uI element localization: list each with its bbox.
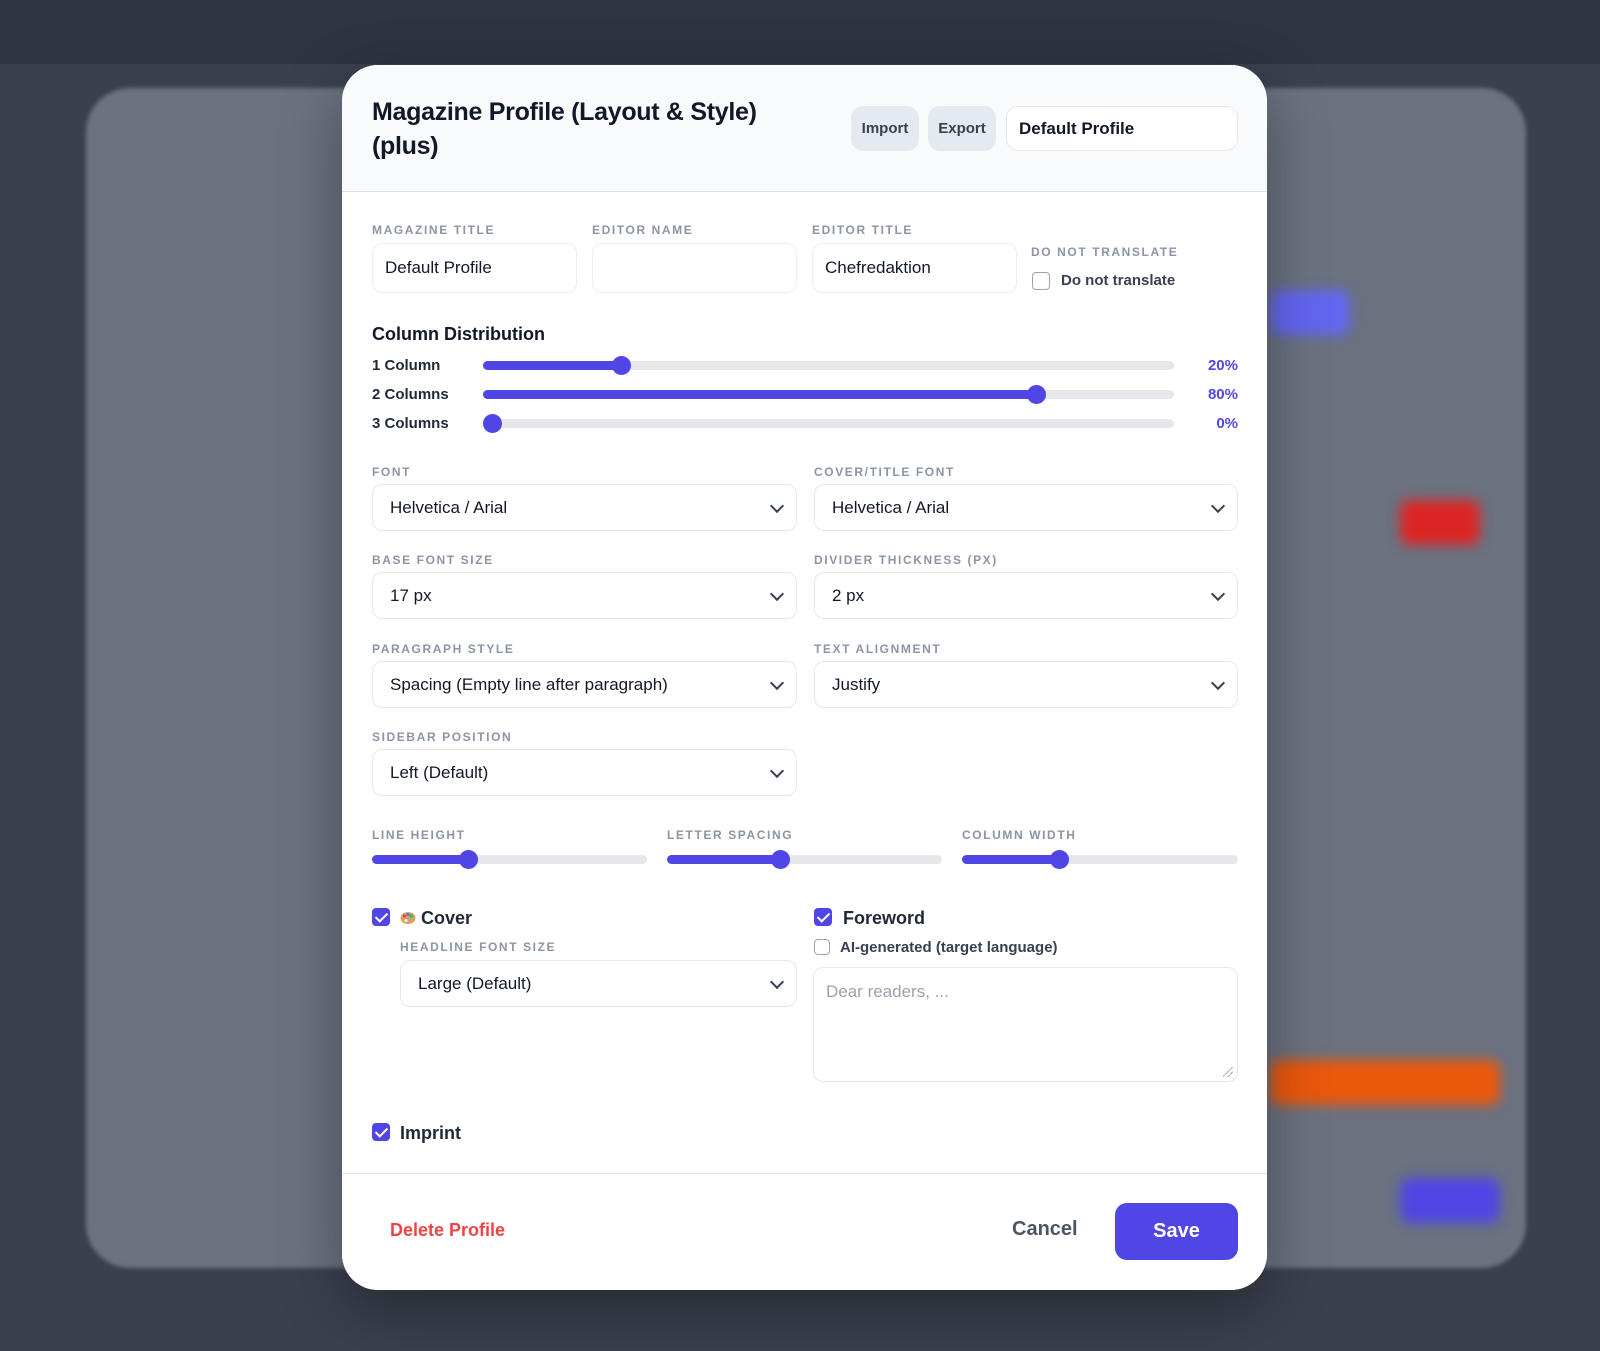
sidebar-position-select-value: Left (Default) xyxy=(390,762,489,782)
editor-title-value: Chefredaktion xyxy=(825,258,931,277)
chevron-down-icon xyxy=(1210,586,1226,601)
slider-handle[interactable] xyxy=(612,356,632,375)
paragraph-style-label: PARAGRAPH STYLE xyxy=(372,642,515,656)
base-font-size-label: BASE FONT SIZE xyxy=(372,553,494,567)
cover-checkbox[interactable] xyxy=(372,908,390,926)
delete-profile-button[interactable]: Delete Profile xyxy=(390,1220,506,1240)
slider-handle[interactable] xyxy=(459,850,479,869)
slider-fill xyxy=(667,855,780,864)
one-column-label: 1 Column xyxy=(372,357,441,374)
profile-select[interactable]: Default Profile xyxy=(1006,106,1238,151)
foreword-checkbox[interactable] xyxy=(814,908,832,926)
magazine-title-input[interactable]: Default Profile xyxy=(372,243,577,293)
magazine-title-value: Default Profile xyxy=(385,258,492,277)
import-button[interactable]: Import xyxy=(851,106,919,151)
one-column-slider[interactable] xyxy=(483,356,1174,375)
font-label: FONT xyxy=(372,465,412,479)
letter-spacing-slider[interactable] xyxy=(667,850,942,869)
foreword-label: Foreword xyxy=(843,908,926,928)
column-width-slider[interactable] xyxy=(962,850,1238,869)
background-blob xyxy=(1270,1060,1500,1105)
background-blob xyxy=(1400,500,1480,545)
foreword-placeholder: Dear readers, ... xyxy=(826,982,949,1001)
slider-fill xyxy=(372,855,469,864)
text-alignment-select[interactable]: Justify xyxy=(814,661,1238,708)
divider-thickness-select-value: 2 px xyxy=(832,585,865,605)
cancel-button[interactable]: Cancel xyxy=(1012,1218,1078,1240)
profile-select-value: Default Profile xyxy=(1019,118,1135,138)
line-height-slider[interactable] xyxy=(372,850,647,869)
letter-spacing-label: LETTER SPACING xyxy=(667,828,794,842)
ai-generated-label: AI-generated (target language) xyxy=(840,939,1058,956)
font-select[interactable]: Helvetica / Arial xyxy=(372,484,797,531)
sidebar-position-select[interactable]: Left (Default) xyxy=(372,749,797,796)
foreword-textarea[interactable]: Dear readers, ... xyxy=(813,967,1238,1082)
two-columns-label: 2 Columns xyxy=(372,386,449,403)
paragraph-style-select-value: Spacing (Empty line after paragraph) xyxy=(390,674,668,694)
chevron-down-icon xyxy=(769,586,785,601)
background-blob xyxy=(1270,290,1350,335)
editor-name-input[interactable] xyxy=(592,243,797,293)
save-button[interactable]: Save xyxy=(1115,1203,1238,1260)
background-topbar xyxy=(0,0,1600,64)
imprint-checkbox[interactable] xyxy=(372,1123,390,1141)
magazine-title-label: MAGAZINE TITLE xyxy=(372,223,496,237)
one-column-percent: 20% xyxy=(1207,357,1238,374)
base-font-size-select-value: 17 px xyxy=(390,585,432,605)
cover-font-select[interactable]: Helvetica / Arial xyxy=(814,484,1238,531)
resize-handle-icon[interactable] xyxy=(1223,1067,1233,1077)
three-columns-percent: 0% xyxy=(1216,415,1238,432)
background-blob xyxy=(1400,1178,1500,1223)
chevron-down-icon xyxy=(769,498,785,513)
headline-font-size-label: HEADLINE FONT SIZE xyxy=(400,940,557,954)
chevron-down-icon xyxy=(769,763,785,778)
cover-font-select-value: Helvetica / Arial xyxy=(832,497,950,517)
chevron-down-icon xyxy=(769,974,785,989)
divider-thickness-label: DIVIDER THICKNESS (PX) xyxy=(814,553,998,567)
text-alignment-select-value: Justify xyxy=(832,674,881,694)
palette-icon xyxy=(400,912,416,924)
three-columns-label: 3 Columns xyxy=(372,415,449,432)
ai-generated-checkbox[interactable] xyxy=(814,939,830,955)
chevron-down-icon xyxy=(1210,498,1226,513)
imprint-label: Imprint xyxy=(400,1123,461,1143)
column-distribution-title: Column Distribution xyxy=(372,324,545,344)
two-columns-percent: 80% xyxy=(1207,386,1238,403)
base-font-size-select[interactable]: 17 px xyxy=(372,572,797,619)
slider-fill xyxy=(962,855,1059,864)
headline-font-size-select-value: Large (Default) xyxy=(418,973,532,993)
slider-handle[interactable] xyxy=(1049,850,1069,869)
slider-handle[interactable] xyxy=(770,850,790,869)
slider-handle[interactable] xyxy=(1026,385,1046,404)
cover-label: Cover xyxy=(421,908,473,928)
two-columns-slider[interactable] xyxy=(483,385,1174,404)
dialog-title: Magazine Profile (Layout & Style) (plus) xyxy=(372,98,757,160)
magazine-profile-dialog: Magazine Profile (Layout & Style) (plus)… xyxy=(342,65,1267,1290)
divider-thickness-select[interactable]: 2 px xyxy=(814,572,1238,619)
editor-name-label: EDITOR NAME xyxy=(592,223,694,237)
cover-font-label: COVER/TITLE FONT xyxy=(814,465,955,479)
slider-fill xyxy=(483,361,622,370)
export-button[interactable]: Export xyxy=(928,106,996,151)
font-select-value: Helvetica / Arial xyxy=(390,497,508,517)
text-alignment-label: TEXT ALIGNMENT xyxy=(814,642,942,656)
chevron-down-icon xyxy=(1210,675,1226,690)
do-not-translate-checkbox-label: Do not translate xyxy=(1061,272,1176,289)
column-width-label: COLUMN WIDTH xyxy=(962,828,1077,842)
slider-handle[interactable] xyxy=(483,414,502,433)
dialog-footer: Delete Profile Cancel Save xyxy=(342,1173,1267,1290)
slider-fill xyxy=(483,390,1036,399)
headline-font-size-select[interactable]: Large (Default) xyxy=(400,960,797,1007)
chevron-down-icon xyxy=(769,675,785,690)
sidebar-position-label: SIDEBAR POSITION xyxy=(372,730,513,744)
editor-title-input[interactable]: Chefredaktion xyxy=(812,243,1017,293)
do-not-translate-checkbox[interactable] xyxy=(1032,272,1050,290)
paragraph-style-select[interactable]: Spacing (Empty line after paragraph) xyxy=(372,661,797,708)
dialog-header: Magazine Profile (Layout & Style) (plus)… xyxy=(342,65,1267,192)
do-not-translate-label: DO NOT TRANSLATE xyxy=(1031,245,1179,259)
editor-title-label: EDITOR TITLE xyxy=(812,223,913,237)
three-columns-slider[interactable] xyxy=(483,414,1174,433)
line-height-label: LINE HEIGHT xyxy=(372,828,466,842)
